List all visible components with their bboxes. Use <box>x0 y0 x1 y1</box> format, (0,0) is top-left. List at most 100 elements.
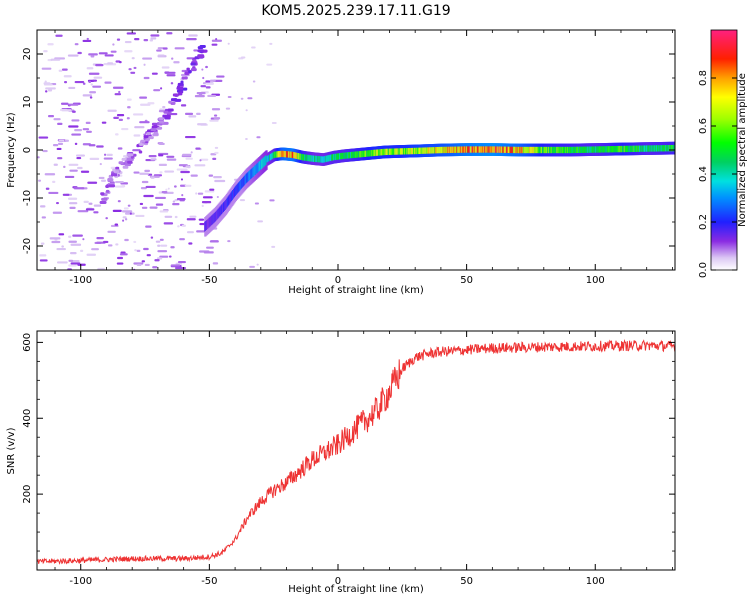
noise-speckle <box>153 89 161 92</box>
noise-speckle <box>69 202 78 205</box>
noise-speckle <box>209 240 219 243</box>
noise-speckle <box>184 184 192 187</box>
noise-speckle <box>195 147 201 150</box>
noise-speckle <box>180 178 184 181</box>
noise-speckle <box>156 49 162 52</box>
noise-speckle <box>140 103 151 106</box>
noise-speckle <box>196 92 206 95</box>
noise-speckle <box>89 96 93 99</box>
noise-speckle <box>186 218 196 221</box>
noise-speckle <box>112 86 124 89</box>
noise-speckle <box>164 215 173 218</box>
noise-speckle <box>211 43 218 46</box>
noise-speckle <box>70 251 77 255</box>
noise-speckle <box>45 87 56 90</box>
ghost-track-blob <box>174 98 182 102</box>
noise-speckle <box>158 110 165 113</box>
noise-speckle <box>56 147 62 151</box>
noise-speckle <box>74 142 78 145</box>
noise-speckle <box>77 210 89 213</box>
noise-speckle <box>71 110 76 113</box>
ghost-track-blob <box>124 160 128 164</box>
noise-speckle <box>143 247 149 251</box>
noise-speckle <box>128 68 132 71</box>
noise-speckle <box>202 76 205 80</box>
ghost-track-blob <box>143 135 149 139</box>
noise-speckle <box>61 68 68 71</box>
ghost-track-blob <box>118 161 124 165</box>
noise-speckle <box>158 163 167 167</box>
ghost-track-blob <box>163 110 169 114</box>
noise-speckle <box>96 145 104 148</box>
noise-speckle <box>216 196 219 199</box>
noise-speckle <box>227 95 232 98</box>
colorbar-tick-label: 0.8 <box>698 70 709 86</box>
noise-speckle <box>171 57 174 60</box>
noise-speckle <box>204 190 215 193</box>
noise-speckle <box>143 76 150 80</box>
noise-speckle <box>72 234 83 237</box>
noise-speckle <box>38 179 42 182</box>
noise-speckle <box>40 242 45 245</box>
noise-speckle <box>157 250 168 253</box>
colorbar-gradient <box>710 29 738 271</box>
noise-speckle <box>146 254 151 257</box>
noise-speckle <box>155 203 164 206</box>
noise-speckle <box>104 81 112 84</box>
noise-speckle <box>43 50 48 53</box>
noise-speckle <box>213 176 222 179</box>
noise-speckle <box>58 233 65 236</box>
main-signal-track <box>204 141 675 237</box>
noise-speckle <box>180 170 190 174</box>
noise-speckle <box>164 71 176 74</box>
noise-speckle <box>162 105 166 109</box>
noise-speckle <box>190 151 193 154</box>
noise-speckle <box>173 61 180 64</box>
noise-speckle <box>239 199 245 202</box>
noise-speckle <box>178 164 188 167</box>
noise-speckle <box>64 175 75 179</box>
noise-speckle <box>203 251 214 254</box>
ghost-track-blob <box>136 144 140 148</box>
noise-speckle <box>44 173 56 176</box>
noise-speckle <box>188 34 198 37</box>
noise-speckle <box>251 46 256 49</box>
noise-speckle <box>116 38 121 41</box>
noise-speckle <box>74 43 79 46</box>
noise-speckle <box>88 53 98 56</box>
noise-speckle <box>69 206 76 210</box>
ghost-track-blob <box>190 68 197 72</box>
noise-speckle <box>133 66 137 70</box>
noise-speckle <box>247 97 253 100</box>
ghost-track-blob <box>105 189 110 193</box>
noise-speckle <box>201 204 204 207</box>
noise-speckle <box>156 257 163 260</box>
colorbar-tick-label: 0.2 <box>698 214 709 230</box>
noise-speckle <box>53 118 61 121</box>
noise-speckle <box>139 121 150 124</box>
noise-speckle <box>227 42 230 45</box>
snr-ytick-label: 600 <box>22 333 33 352</box>
noise-speckle <box>152 266 158 269</box>
noise-speckle <box>52 211 62 214</box>
noise-speckle <box>154 196 166 200</box>
noise-speckle <box>170 246 175 249</box>
noise-speckle <box>102 240 109 244</box>
snr-xtick-label: -50 <box>201 576 217 587</box>
noise-speckle <box>52 180 56 183</box>
noise-speckle <box>174 215 178 219</box>
noise-speckle <box>188 242 193 245</box>
noise-speckle <box>41 216 46 219</box>
noise-speckle <box>177 225 180 228</box>
noise-speckle <box>93 211 99 214</box>
ghost-track-blob <box>153 131 159 135</box>
noise-speckle <box>205 86 211 89</box>
ghost-track-blob <box>145 138 150 142</box>
ghost-track-blob <box>99 200 107 204</box>
snr-series-line <box>37 339 675 565</box>
noise-speckle <box>120 251 126 254</box>
noise-speckle <box>83 200 89 203</box>
spectrogram-xtick-label: 100 <box>586 275 605 286</box>
noise-speckle <box>266 63 273 66</box>
spectrogram-xtick-label: -50 <box>201 275 217 286</box>
